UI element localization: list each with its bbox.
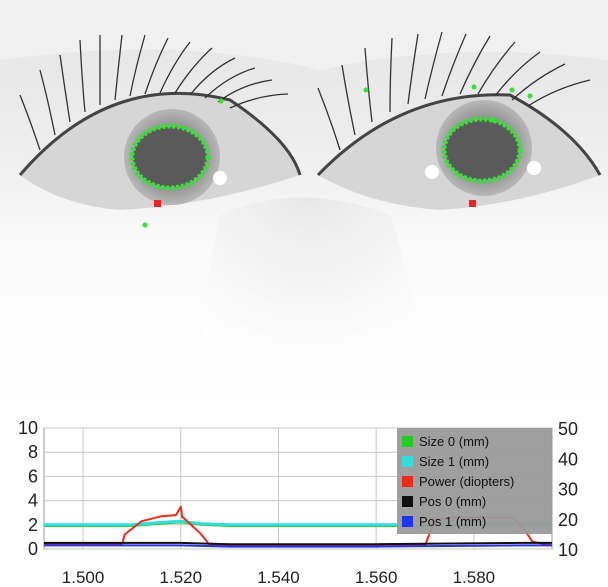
y-right-tick-label: 30	[558, 480, 578, 500]
x-tick-label: 1.500	[62, 568, 105, 587]
legend-label: Size 0 (mm)	[419, 434, 489, 449]
legend-swatch	[402, 516, 413, 527]
camera-view	[0, 0, 608, 410]
y-left-tick-label: 8	[28, 442, 38, 462]
y-right-tick-label: 10	[558, 540, 578, 560]
sensor-chart: 1.500 1.520 1.540 1.560 1.580 0 2 4 6 8 10 10 20 30 40…	[0, 410, 608, 587]
right-eye	[316, 31, 602, 210]
series-line-pos1	[44, 544, 552, 548]
legend-swatch	[402, 436, 413, 447]
legend-box	[397, 428, 552, 534]
y-left-tick-label: 10	[18, 418, 38, 438]
left-target-marker	[154, 200, 161, 207]
legend-label: Pos 1 (mm)	[419, 514, 486, 529]
legend-label: Size 1 (mm)	[419, 454, 489, 469]
x-tick-label: 1.580	[453, 568, 496, 587]
x-tick-label: 1.560	[355, 568, 398, 587]
y-left-tick-label: 4	[28, 491, 38, 511]
left-glint	[213, 171, 227, 185]
y-right-tick-label: 50	[558, 419, 578, 439]
chart-legend: Size 0 (mm) Size 1 (mm) Power (diopters) Po…	[397, 428, 552, 534]
legend-swatch	[402, 476, 413, 487]
left-pupil	[133, 127, 207, 187]
chart-axes: 1.500 1.520 1.540 1.560 1.580 0 2 4 6 8 10 10 20 30 40…	[18, 418, 578, 587]
y-left-tick-label: 0	[28, 539, 38, 559]
legend-swatch	[402, 496, 413, 507]
y-right-tick-label: 20	[558, 510, 578, 530]
y-left-tick-label: 6	[28, 466, 38, 486]
legend-label: Pos 0 (mm)	[419, 494, 486, 509]
right-glint-right	[527, 161, 541, 175]
x-tick-label: 1.540	[257, 568, 300, 587]
right-pupil	[445, 120, 519, 180]
legend-swatch	[402, 456, 413, 467]
y-left-tick-label: 2	[28, 515, 38, 535]
legend-label: Power (diopters)	[419, 474, 514, 489]
y-right-tick-label: 40	[558, 449, 578, 469]
left-eye	[18, 34, 302, 228]
right-pupil-detection	[441, 116, 523, 184]
series-line-pos0	[44, 541, 552, 546]
x-tick-label: 1.520	[159, 568, 202, 587]
chart-svg: 1.500 1.520 1.540 1.560 1.580 0 2 4 6 8 10 10 20 30 40…	[0, 410, 608, 587]
right-glint-left	[425, 165, 439, 179]
right-target-marker	[469, 200, 476, 207]
left-pupil-detection	[129, 123, 211, 191]
